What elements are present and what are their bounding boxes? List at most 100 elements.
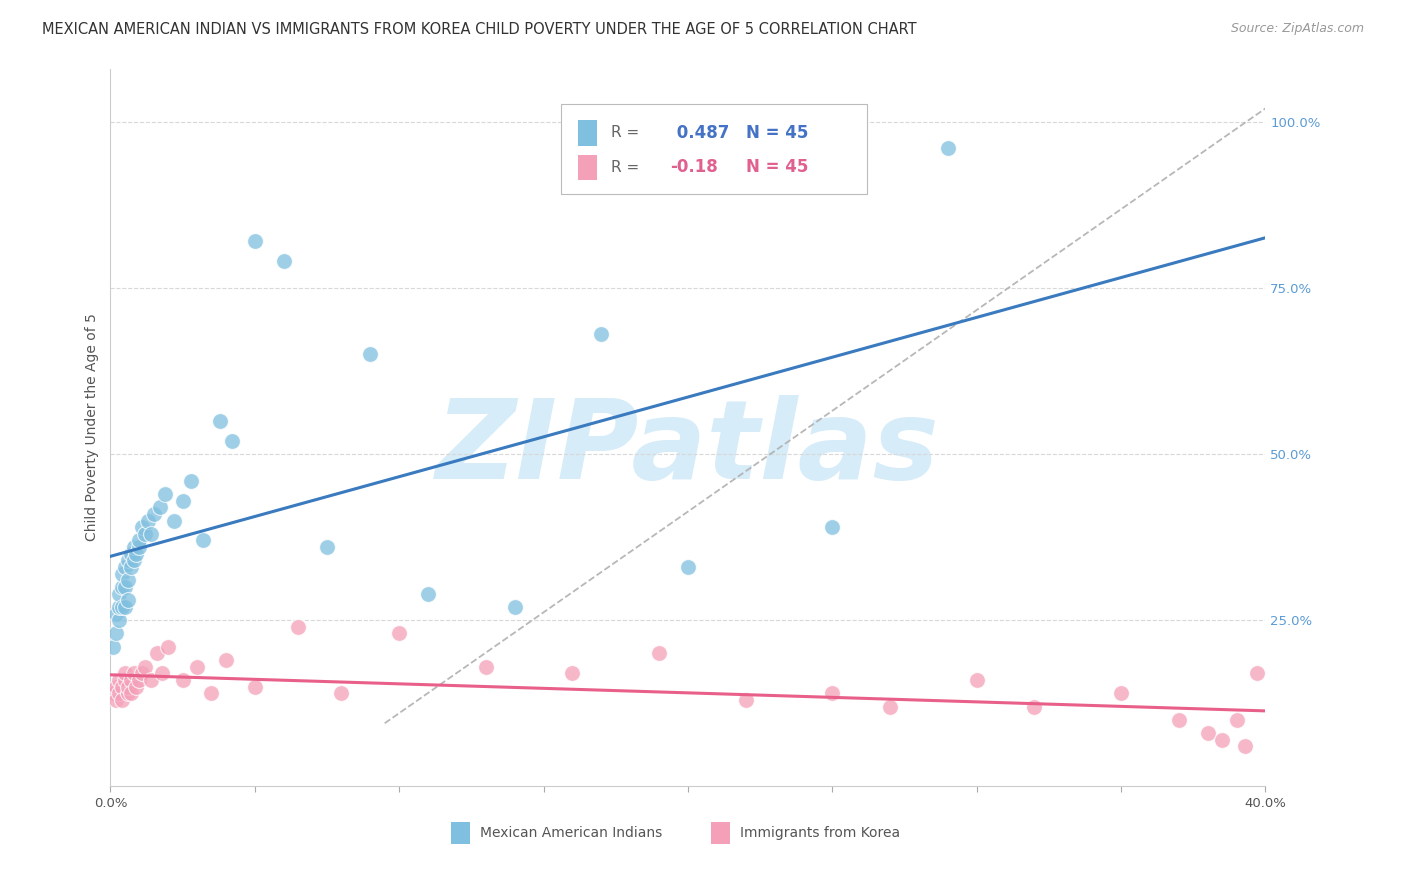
Point bbox=[1234, 739, 1257, 754]
Point bbox=[114, 599, 136, 614]
Point bbox=[287, 620, 309, 634]
Point bbox=[359, 347, 381, 361]
Point bbox=[330, 686, 353, 700]
Point bbox=[105, 693, 128, 707]
Point bbox=[117, 574, 139, 588]
Point bbox=[1197, 726, 1219, 740]
Point bbox=[1246, 666, 1268, 681]
Point bbox=[191, 533, 214, 548]
Point bbox=[1167, 713, 1189, 727]
Point bbox=[148, 500, 170, 515]
Point bbox=[125, 680, 148, 694]
Point bbox=[120, 686, 142, 700]
Point bbox=[114, 560, 136, 574]
Point bbox=[145, 647, 167, 661]
FancyBboxPatch shape bbox=[561, 104, 868, 194]
Point bbox=[134, 659, 156, 673]
Point bbox=[111, 566, 134, 581]
Point bbox=[879, 699, 901, 714]
Text: N = 45: N = 45 bbox=[745, 124, 808, 142]
Point bbox=[163, 514, 186, 528]
Point bbox=[117, 553, 139, 567]
Text: 0.487: 0.487 bbox=[671, 124, 728, 142]
Point bbox=[111, 693, 134, 707]
Point bbox=[108, 673, 131, 687]
Point bbox=[122, 540, 145, 554]
Point bbox=[108, 599, 131, 614]
Point bbox=[120, 560, 142, 574]
Point bbox=[186, 659, 208, 673]
Point bbox=[172, 673, 194, 687]
Point bbox=[676, 560, 699, 574]
Point bbox=[111, 580, 134, 594]
Point bbox=[966, 673, 988, 687]
Point bbox=[120, 547, 142, 561]
Point bbox=[103, 686, 125, 700]
Point bbox=[316, 540, 339, 554]
Point bbox=[111, 599, 134, 614]
Point bbox=[416, 586, 439, 600]
Point bbox=[648, 647, 671, 661]
Point bbox=[114, 673, 136, 687]
Point bbox=[131, 520, 153, 534]
Point bbox=[200, 686, 222, 700]
Text: R =: R = bbox=[610, 125, 644, 140]
Point bbox=[139, 526, 162, 541]
Point bbox=[821, 686, 844, 700]
Point bbox=[209, 414, 232, 428]
Point bbox=[128, 540, 150, 554]
Point bbox=[111, 680, 134, 694]
Point bbox=[114, 580, 136, 594]
Text: MEXICAN AMERICAN INDIAN VS IMMIGRANTS FROM KOREA CHILD POVERTY UNDER THE AGE OF : MEXICAN AMERICAN INDIAN VS IMMIGRANTS FR… bbox=[42, 22, 917, 37]
Point bbox=[243, 680, 266, 694]
Point bbox=[157, 640, 180, 654]
Point bbox=[273, 254, 295, 268]
Point bbox=[475, 659, 498, 673]
Point bbox=[172, 493, 194, 508]
Point bbox=[388, 626, 411, 640]
Point bbox=[103, 640, 125, 654]
Point bbox=[734, 693, 756, 707]
Point bbox=[1024, 699, 1046, 714]
Text: N = 45: N = 45 bbox=[745, 159, 808, 177]
FancyBboxPatch shape bbox=[578, 154, 596, 180]
Point bbox=[128, 673, 150, 687]
FancyBboxPatch shape bbox=[451, 822, 470, 844]
Point bbox=[142, 507, 165, 521]
Point bbox=[150, 666, 173, 681]
Point bbox=[105, 680, 128, 694]
Text: Source: ZipAtlas.com: Source: ZipAtlas.com bbox=[1230, 22, 1364, 36]
Point bbox=[221, 434, 243, 448]
Point bbox=[117, 593, 139, 607]
Point bbox=[155, 487, 177, 501]
Point bbox=[215, 653, 238, 667]
Point bbox=[134, 526, 156, 541]
FancyBboxPatch shape bbox=[711, 822, 730, 844]
Y-axis label: Child Poverty Under the Age of 5: Child Poverty Under the Age of 5 bbox=[86, 313, 100, 541]
Point bbox=[1109, 686, 1132, 700]
Point bbox=[108, 613, 131, 627]
Point bbox=[105, 626, 128, 640]
FancyBboxPatch shape bbox=[578, 120, 596, 145]
Point bbox=[117, 680, 139, 694]
Point bbox=[136, 514, 159, 528]
Text: Immigrants from Korea: Immigrants from Korea bbox=[740, 826, 900, 840]
Point bbox=[139, 673, 162, 687]
Point bbox=[128, 533, 150, 548]
Point bbox=[503, 599, 526, 614]
Point bbox=[1226, 713, 1249, 727]
Point bbox=[131, 666, 153, 681]
Point bbox=[936, 141, 959, 155]
Point bbox=[561, 666, 583, 681]
Point bbox=[591, 327, 613, 342]
Text: R =: R = bbox=[610, 160, 644, 175]
Point bbox=[108, 586, 131, 600]
Point bbox=[243, 235, 266, 249]
Point bbox=[114, 666, 136, 681]
Point bbox=[125, 547, 148, 561]
Text: ZIPatlas: ZIPatlas bbox=[436, 395, 939, 502]
Point bbox=[180, 474, 202, 488]
Point bbox=[1211, 732, 1233, 747]
Text: -0.18: -0.18 bbox=[671, 159, 718, 177]
Point bbox=[105, 607, 128, 621]
